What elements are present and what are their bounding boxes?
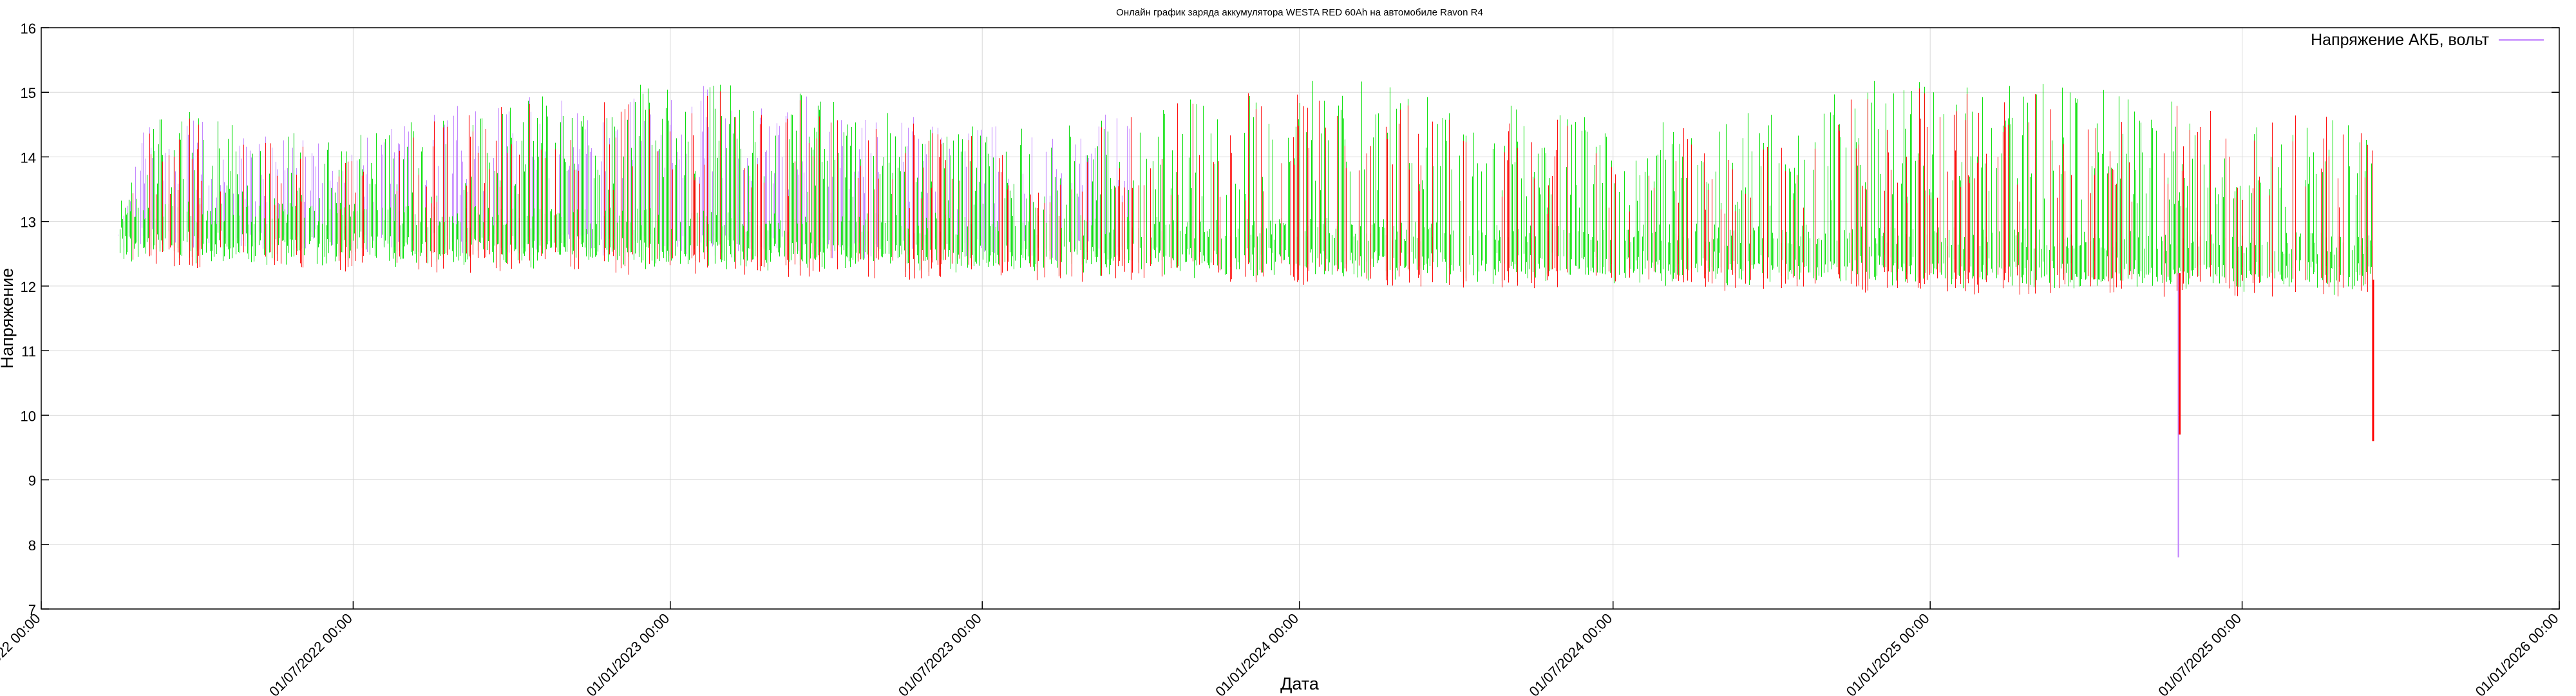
series-layer [118,81,2374,557]
grid-lines [41,27,2560,610]
legend: Напряжение АКБ, вольт [2311,31,2544,49]
y-tick-label: 7 [28,602,36,618]
y-axis: 7 8 9 10 11 12 13 14 15 16 [21,21,2559,618]
y-tick-label: 10 [21,408,36,424]
y-tick-label: 13 [21,215,36,231]
y-tick-label: 8 [28,537,36,554]
x-axis-label: Дата [1280,674,1320,693]
y-axis-label: Напряжение [0,268,17,369]
y-tick-label: 14 [21,150,36,166]
y-tick-label: 9 [28,473,36,489]
y-tick-label: 12 [21,279,36,295]
chart-title: Онлайн график заряда аккумулятора WESTA … [1116,7,1483,18]
legend-label-voltage: Напряжение АКБ, вольт [2311,31,2489,49]
plot-frame [41,27,2560,610]
y-tick-label: 11 [21,343,36,360]
y-tick-label: 15 [21,85,36,101]
series-line-red [132,88,2373,297]
y-tick-label: 16 [21,21,36,37]
